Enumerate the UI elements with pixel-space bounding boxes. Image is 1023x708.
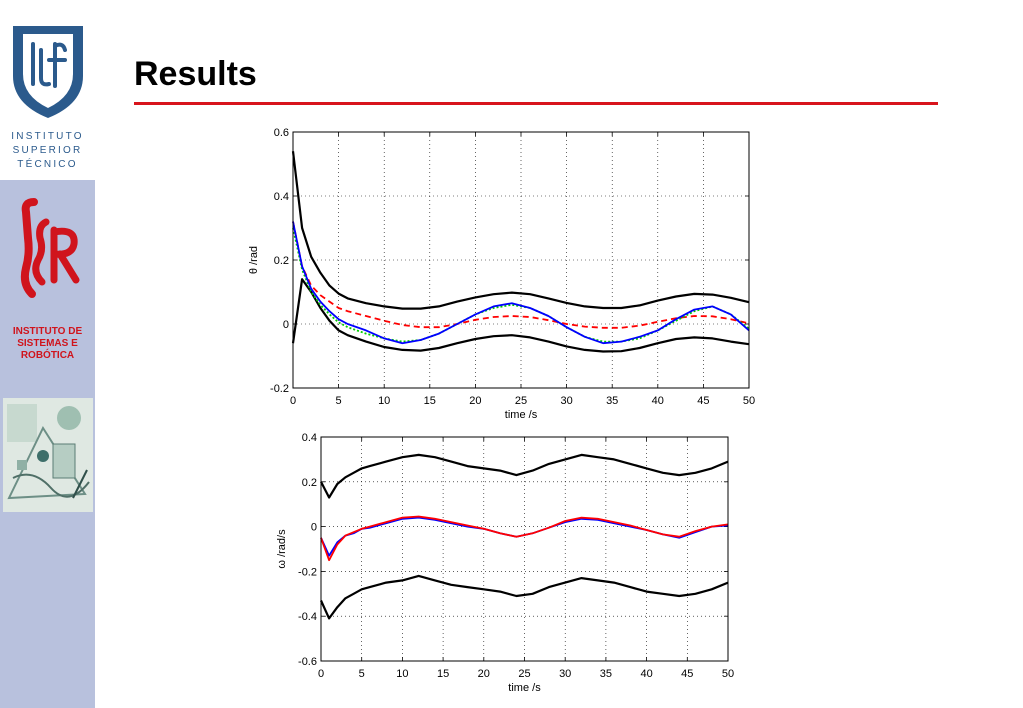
x-tick-label: 20 [478,668,490,680]
sidebar: INSTITUTO SUPERIOR TÉCNICO INSTITUTO DE … [0,0,95,708]
x-tick-label: 25 [518,668,530,680]
slide-title: Results [134,55,257,93]
x-tick-label: 50 [743,395,755,407]
series-line-1 [291,151,750,310]
isr-name: INSTITUTO DE SISTEMAS E ROBÓTICA [0,326,95,362]
ist-shield-logo [13,26,83,118]
x-tick-label: 15 [437,668,449,680]
x-tick-label: 50 [722,668,734,680]
x-tick-label: 5 [359,668,365,680]
isr-logo [20,198,80,298]
series-line-4 [320,515,729,562]
title-underline [134,102,938,105]
isr-name-line-2: SISTEMAS E [17,338,78,349]
x-tick-label: 45 [697,395,709,407]
x-axis-label: time /s [508,682,541,694]
y-tick-label: 0 [311,522,317,534]
y-tick-label: 0 [283,319,289,331]
series-line-3 [292,221,750,329]
x-tick-label: 45 [681,668,693,680]
x-tick-label: 5 [336,395,342,407]
abstract-artwork-image [3,398,93,512]
isr-name-line-3: ROBÓTICA [20,350,75,361]
y-axis-label: ω /rad/s [276,529,288,569]
y-tick-label: -0.2 [270,383,289,395]
x-tick-label: 25 [515,395,527,407]
series-line-4 [292,227,750,343]
x-tick-label: 15 [424,395,436,407]
plot-frame [320,436,729,662]
plot-frame [292,131,750,389]
x-tick-label: 30 [560,395,572,407]
x-tick-label: 0 [318,668,324,680]
y-tick-label: 0.2 [302,477,317,489]
x-tick-label: 40 [652,395,664,407]
ist-logo-block: INSTITUTO SUPERIOR TÉCNICO [0,0,95,180]
y-tick-label: 0.2 [274,255,289,267]
series-line-5 [292,221,750,345]
ist-name-line-2: SUPERIOR [12,145,83,156]
y-tick-label: 0.6 [274,127,289,139]
x-tick-label: 20 [469,395,481,407]
y-axis-label: θ /rad [248,246,260,274]
y-tick-label: -0.4 [298,611,317,623]
x-axis-label: time /s [505,409,538,421]
x-tick-label: 35 [606,395,618,407]
isr-name-line-1: INSTITUTO DE [12,326,83,337]
x-tick-label: 10 [378,395,390,407]
x-tick-label: 35 [600,668,612,680]
ist-name-line-3: TÉCNICO [17,159,78,170]
series-line-1 [320,453,729,499]
x-tick-label: 40 [640,668,652,680]
series-line-2 [319,574,729,620]
ist-name-line-1: INSTITUTO [11,131,84,142]
y-tick-label: -0.2 [298,566,317,578]
x-tick-label: 30 [559,668,571,680]
y-tick-label: 0.4 [274,191,289,203]
y-tick-label: -0.6 [298,656,317,668]
x-tick-label: 10 [396,668,408,680]
x-tick-label: 0 [290,395,296,407]
y-tick-label: 0.4 [302,432,317,444]
series-line-2 [291,278,750,353]
